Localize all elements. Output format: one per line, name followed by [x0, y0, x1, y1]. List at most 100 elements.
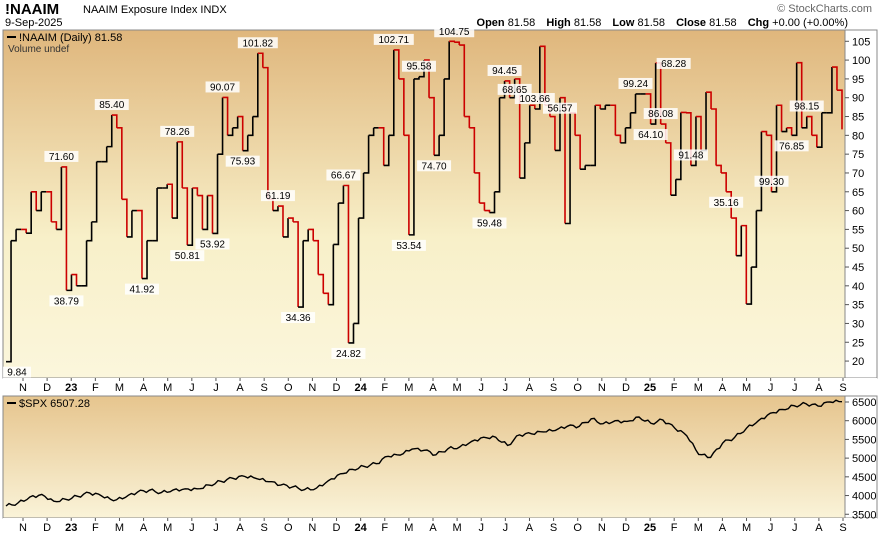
naaim-data-label-bg [401, 60, 436, 72]
naaim-line-segment [575, 134, 581, 170]
naaim-line-segment [706, 91, 712, 110]
open-value: 81.58 [507, 17, 536, 29]
spx-x-tick-label: A [526, 522, 534, 534]
naaim-data-label-bg [373, 33, 414, 45]
spx-y-tick-label: 4500 [852, 472, 876, 484]
naaim-data-label-bg [633, 129, 668, 141]
spx-x-tick-label: A [236, 522, 244, 534]
naaim-line-segment [650, 62, 657, 125]
spx-y-tick-label: 5500 [852, 434, 876, 446]
naaim-line-segment [177, 141, 184, 189]
naaim-line-segment [182, 187, 189, 246]
naaim-line-segment [449, 40, 456, 43]
naaim-line-segment [781, 127, 788, 133]
symbol: !NAAIM [5, 1, 60, 18]
naaim-data-label-bg [124, 283, 159, 295]
spx-x-tick-label: M [453, 522, 462, 534]
naaim-data-label: 94.45 [492, 66, 517, 77]
naaim-line-segment [242, 135, 249, 152]
naaim-line-segment [303, 229, 309, 242]
naaim-x-axis [3, 378, 877, 394]
naaim-data-label-bg [281, 312, 316, 324]
naaim-line-segment [121, 198, 128, 237]
naaim-line-segment [11, 229, 17, 242]
naaim-line-segment [746, 267, 753, 305]
naaim-line-segment [429, 96, 435, 156]
naaim-line-segment [670, 179, 677, 196]
naaim-data-label-bg [434, 26, 475, 38]
naaim-line-segment [116, 127, 123, 200]
naaim-line-segment [716, 164, 722, 173]
naaim-line-segment [726, 190, 733, 219]
spx-y-tick-label: 6500 [852, 397, 876, 409]
open-label: Open [476, 17, 505, 29]
naaim-x-tick-label: F [671, 382, 678, 394]
spx-y-tick-label: 3500 [852, 509, 876, 521]
naaim-line-segment [152, 188, 158, 242]
spx-x-tick-label: N [19, 522, 27, 534]
naaim-y-tick-label: 70 [852, 168, 864, 180]
naaim-line-segment [81, 240, 88, 287]
naaim-x-tick-label: A [526, 382, 534, 394]
naaim-x-tick-label: F [381, 382, 388, 394]
naaim-line-segment [71, 273, 78, 286]
naaim-line-segment [690, 116, 697, 167]
spx-x-tick-label: A [429, 522, 437, 534]
naaim-data-label-bg [331, 347, 366, 359]
spx-x-tick-label: F [92, 522, 99, 534]
naaim-x-tick-label: D [333, 382, 341, 394]
spx-x-tick-label: O [573, 522, 582, 534]
chg-value: +0.00 (+0.00%) [772, 17, 848, 29]
naaim-line-segment [111, 114, 118, 128]
spx-plot-area [2, 395, 846, 519]
naaim-data-label-bg [237, 37, 278, 49]
naaim-data-label: 24.82 [336, 349, 361, 360]
naaim-x-tick-label: O [284, 382, 293, 394]
naaim-line-segment [539, 45, 546, 106]
naaim-subtitle: Volume undef [8, 44, 69, 55]
naaim-line-segment [6, 240, 12, 363]
naaim-data-label-bg [225, 155, 260, 167]
naaim-line-segment [549, 115, 556, 151]
naaim-data-label-bg [497, 83, 532, 95]
naaim-y-tick-label: 40 [852, 281, 864, 293]
naaim-line-segment [494, 97, 501, 193]
naaim-line-segment [227, 127, 234, 137]
spx-x-tick-label: D [333, 522, 341, 534]
naaim-line-segment [771, 105, 778, 193]
naaim-data-label-bg [49, 295, 84, 307]
naaim-x-tick-label: J [478, 382, 484, 394]
naaim-line-segment [368, 127, 375, 137]
naaim-x-tick-label: S [261, 382, 268, 394]
naaim-line-segment [167, 183, 173, 219]
spx-x-tick-label: J [189, 522, 195, 534]
naaim-x-tick-label: J [503, 382, 509, 394]
naaim-y-tick-label: 65 [852, 187, 864, 199]
naaim-data-label-bg [94, 99, 129, 111]
naaim-line-segment [826, 67, 833, 114]
naaim-line-segment [51, 221, 58, 230]
naaim-line-segment [630, 93, 637, 114]
naaim-data-label: 68.65 [502, 85, 527, 96]
naaim-data-label: 53.92 [200, 239, 225, 250]
naaim-line-segment [711, 108, 717, 166]
spx-y-axis [844, 395, 878, 519]
naaim-line-segment [761, 130, 768, 136]
naaim-line-segment [836, 89, 843, 130]
naaim-y-tick-label: 25 [852, 337, 864, 349]
naaim-line-segment [721, 172, 727, 192]
naaim-line-segment [343, 184, 350, 343]
naaim-line-segment [479, 202, 486, 211]
naaim-line-segment [222, 96, 229, 136]
naaim-line-segment [101, 146, 108, 163]
naaim-data-label: 50.81 [175, 251, 200, 262]
naaim-line-segment [237, 115, 244, 151]
naaim-y-tick-label: 105 [852, 36, 870, 48]
naaim-line-segment [534, 46, 541, 110]
naaim-line-segment [403, 134, 410, 235]
naaim-data-label: 78.26 [165, 127, 190, 138]
naaim-line-segment [524, 105, 531, 144]
naaim-data-label-bg [542, 102, 577, 114]
naaim-panel: 20 25 30 35 40 45 50 55 60 65 70 75 80 85 90 95 100 105 N D… [2, 26, 878, 394]
spx-x-tick-label: F [381, 522, 388, 534]
